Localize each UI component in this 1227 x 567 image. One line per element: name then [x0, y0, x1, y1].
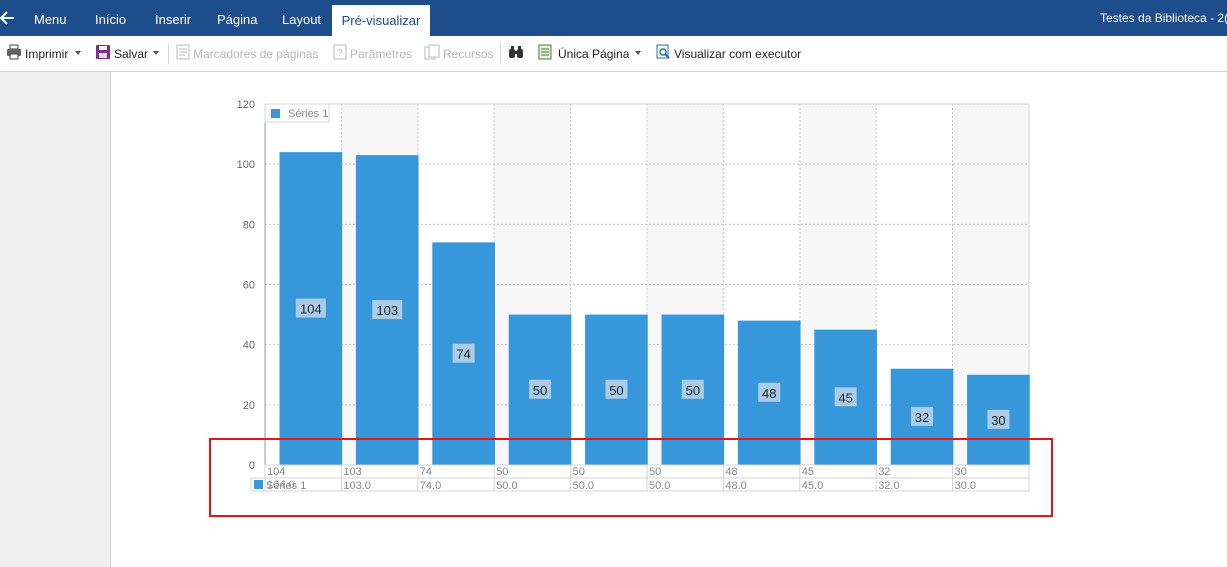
tab-pagina[interactable]: Página — [217, 12, 258, 27]
data-table-cell: 45.0 — [802, 480, 823, 492]
single-page-icon — [538, 44, 552, 60]
category-label: 50 — [573, 466, 585, 478]
save-dropdown-caret[interactable] — [153, 51, 159, 55]
data-label-bg — [834, 387, 857, 407]
bookmarks-icon — [176, 44, 190, 60]
data-label: 74 — [456, 347, 470, 362]
data-table-cell: 103.0 — [343, 480, 371, 492]
data-label: 30 — [991, 413, 1005, 428]
toolbar-divider — [168, 44, 169, 64]
category-label: 30 — [955, 466, 967, 478]
data-label-bg — [529, 379, 552, 399]
data-label: 50 — [686, 383, 700, 398]
data-label-bg — [372, 300, 403, 320]
category-label: 104 — [267, 466, 285, 478]
single-page-button[interactable]: Única Página — [558, 47, 630, 61]
document-title: Testes da Biblioteca - 2( — [1100, 11, 1227, 25]
y-tick-label: 100 — [237, 159, 255, 171]
data-label-bg — [758, 382, 781, 402]
y-tick-label: 60 — [243, 280, 255, 292]
data-label: 45 — [838, 390, 852, 405]
toolbar-divider — [500, 44, 501, 64]
view-with-executor-button[interactable]: Visualizar com executor — [674, 47, 802, 61]
data-table-cell: 50.0 — [496, 480, 517, 492]
data-label-bg — [987, 409, 1010, 429]
data-label: 50 — [609, 383, 623, 398]
ribbon-bar: Menu Início Inserir Página Layout Pré-vi… — [0, 0, 1227, 36]
print-button[interactable]: Imprimir — [25, 47, 69, 61]
tab-inicio[interactable]: Início — [95, 12, 127, 27]
data-table-row-label: Séries 1 — [266, 480, 306, 492]
data-table-cell: 74.0 — [420, 480, 441, 492]
bookmarks-button[interactable]: Marcadores de páginas — [193, 47, 319, 61]
data-table-swatch — [254, 480, 263, 489]
print-dropdown-caret[interactable] — [75, 51, 81, 55]
data-label: 103 — [376, 303, 398, 318]
data-table-cell: 104.0 — [267, 479, 295, 491]
data-label-bg — [605, 379, 628, 399]
category-label: 45 — [802, 466, 814, 478]
category-label: 103 — [343, 466, 361, 478]
resources-button[interactable]: Recursos — [443, 47, 494, 61]
view-executor-icon — [656, 44, 670, 59]
data-label: 32 — [915, 410, 929, 425]
data-label: 104 — [300, 302, 322, 317]
svg-text:?: ? — [337, 48, 343, 59]
category-label: 50 — [649, 466, 661, 478]
tab-pre-visualizar[interactable]: Pré-visualizar — [332, 5, 430, 36]
printer-icon — [7, 44, 21, 60]
legend-label: Séries 1 — [288, 108, 328, 120]
y-tick-label: 20 — [243, 400, 255, 412]
y-tick-label: 80 — [243, 219, 255, 231]
y-tick-label: 120 — [237, 99, 255, 111]
data-table-cell: 48.0 — [725, 480, 746, 492]
data-label: 48 — [762, 386, 776, 401]
y-tick-label: 0 — [249, 460, 255, 472]
save-icon — [96, 45, 110, 59]
parameters-icon: ? — [333, 44, 347, 60]
arrow-left-icon — [0, 11, 14, 25]
tab-layout[interactable]: Layout — [282, 12, 322, 27]
parameters-button[interactable]: Parâmetros — [350, 47, 413, 61]
category-label: 48 — [725, 466, 737, 478]
data-table-cell: 50.0 — [649, 480, 670, 492]
category-label: 74 — [420, 466, 432, 478]
legend-swatch — [271, 109, 280, 118]
y-tick-label: 40 — [243, 340, 255, 352]
data-label-bg — [295, 298, 326, 318]
save-button[interactable]: Salvar — [114, 47, 149, 61]
data-table-cell: 32.0 — [878, 480, 899, 492]
resources-icon — [424, 44, 440, 60]
navigation-panel — [0, 72, 111, 567]
data-table-cell: 50.0 — [573, 480, 594, 492]
category-label: 32 — [878, 466, 890, 478]
single-page-dropdown-caret[interactable] — [635, 51, 641, 55]
category-label: 50 — [496, 466, 508, 478]
back-button[interactable] — [0, 0, 22, 36]
legend-box — [264, 103, 330, 123]
data-label-bg — [681, 379, 704, 399]
data-label-bg — [452, 343, 475, 363]
binoculars-icon[interactable] — [508, 44, 524, 60]
tab-menu[interactable]: Menu — [34, 12, 67, 27]
data-label: 50 — [533, 383, 547, 398]
preview-toolbar: Imprimir Salvar Marcadores de páginas ? … — [0, 36, 1227, 72]
tab-inserir[interactable]: Inserir — [155, 12, 192, 27]
data-label-bg — [911, 406, 934, 426]
data-table-cell: 30.0 — [955, 480, 976, 492]
highlight-box — [209, 438, 1053, 517]
